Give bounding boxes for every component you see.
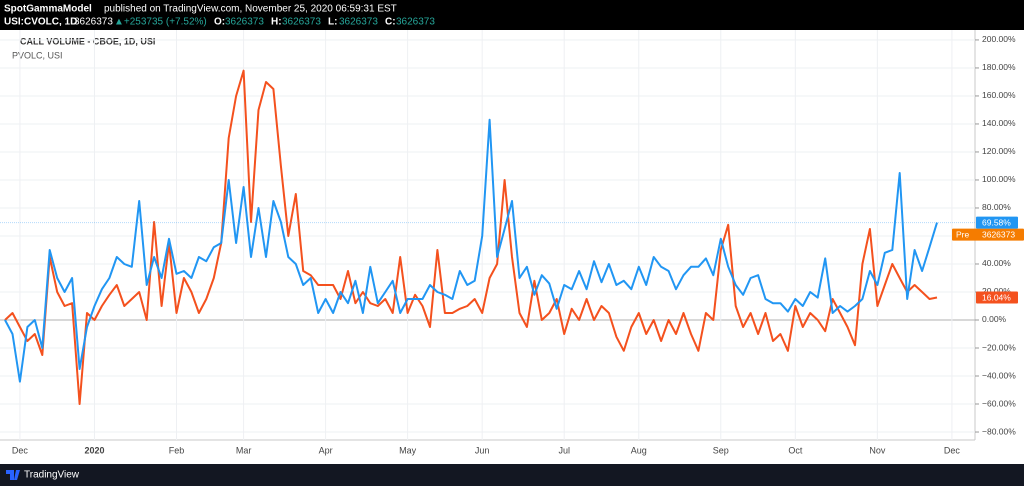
x-tick-label: Nov <box>869 445 886 455</box>
x-tick-label: 2020 <box>84 445 104 455</box>
y-tick-label: 20.00% <box>982 286 1011 296</box>
price-marker-label: Pre <box>956 229 970 239</box>
x-tick-label: Dec <box>944 445 961 455</box>
y-tick-label: 160.00% <box>982 90 1016 100</box>
y-tick-label: 140.00% <box>982 118 1016 128</box>
last-value-label: 69.58% <box>982 217 1011 227</box>
ohlc-key: L: <box>328 17 337 28</box>
series-legend: CALL VOLUME - CBOE, 1D, USI <box>20 36 155 46</box>
brand: TradingView <box>24 470 80 481</box>
last-value-box <box>976 216 1018 229</box>
x-tick-label: Jun <box>475 445 490 455</box>
x-tick-label: Apr <box>319 445 333 455</box>
ohlc-key: O: <box>214 17 225 28</box>
ohlc-value: 3626373 <box>282 17 321 28</box>
grid <box>0 30 975 440</box>
ohlc-value: 3626373 <box>396 17 435 28</box>
series-line <box>4 69 938 405</box>
y-tick-label: 80.00% <box>982 202 1011 212</box>
last-price: 3626373 <box>74 17 113 28</box>
symbol: USI:CVOLC, 1D <box>4 17 77 28</box>
ohlc-value: 3626373 <box>225 17 264 28</box>
published: published on TradingView.com, November 2… <box>104 4 397 15</box>
last-value-box <box>976 291 1018 304</box>
y-tick-label: −60.00% <box>982 398 1016 408</box>
x-tick-label: Mar <box>236 445 252 455</box>
y-tick-label: −40.00% <box>982 370 1016 380</box>
x-tick-label: Aug <box>631 445 647 455</box>
y-tick-label: 40.00% <box>982 258 1011 268</box>
footer-bar <box>0 464 1024 486</box>
y-tick-label: 180.00% <box>982 62 1016 72</box>
last-value-label: 16.04% <box>982 292 1011 302</box>
x-tick-label: Oct <box>788 445 803 455</box>
author: SpotGammaModel <box>4 4 92 15</box>
y-tick-label: 100.00% <box>982 174 1016 184</box>
price-marker-value: 3626373 <box>982 229 1015 239</box>
series-line <box>4 118 938 383</box>
x-tick-label: Dec <box>12 445 29 455</box>
x-tick-label: Feb <box>169 445 185 455</box>
change: ▲+253735 (+7.52%) <box>114 17 207 28</box>
y-tick-label: 200.00% <box>982 34 1016 44</box>
price-marker <box>952 228 1024 241</box>
x-tick-label: Jul <box>558 445 570 455</box>
y-tick-label: −80.00% <box>982 426 1016 436</box>
logo <box>6 470 20 480</box>
x-tick-label: May <box>399 445 417 455</box>
series-legend: PVOLC, USI <box>12 50 63 60</box>
y-tick-label: 0.00% <box>982 314 1007 324</box>
y-tick-label: 120.00% <box>982 146 1016 156</box>
ohlc-key: H: <box>271 17 282 28</box>
ohlc-value: 3626373 <box>339 17 378 28</box>
header-bar <box>0 0 1024 30</box>
y-tick-label: −20.00% <box>982 342 1016 352</box>
x-tick-label: Sep <box>713 445 729 455</box>
ohlc-key: C: <box>385 17 396 28</box>
